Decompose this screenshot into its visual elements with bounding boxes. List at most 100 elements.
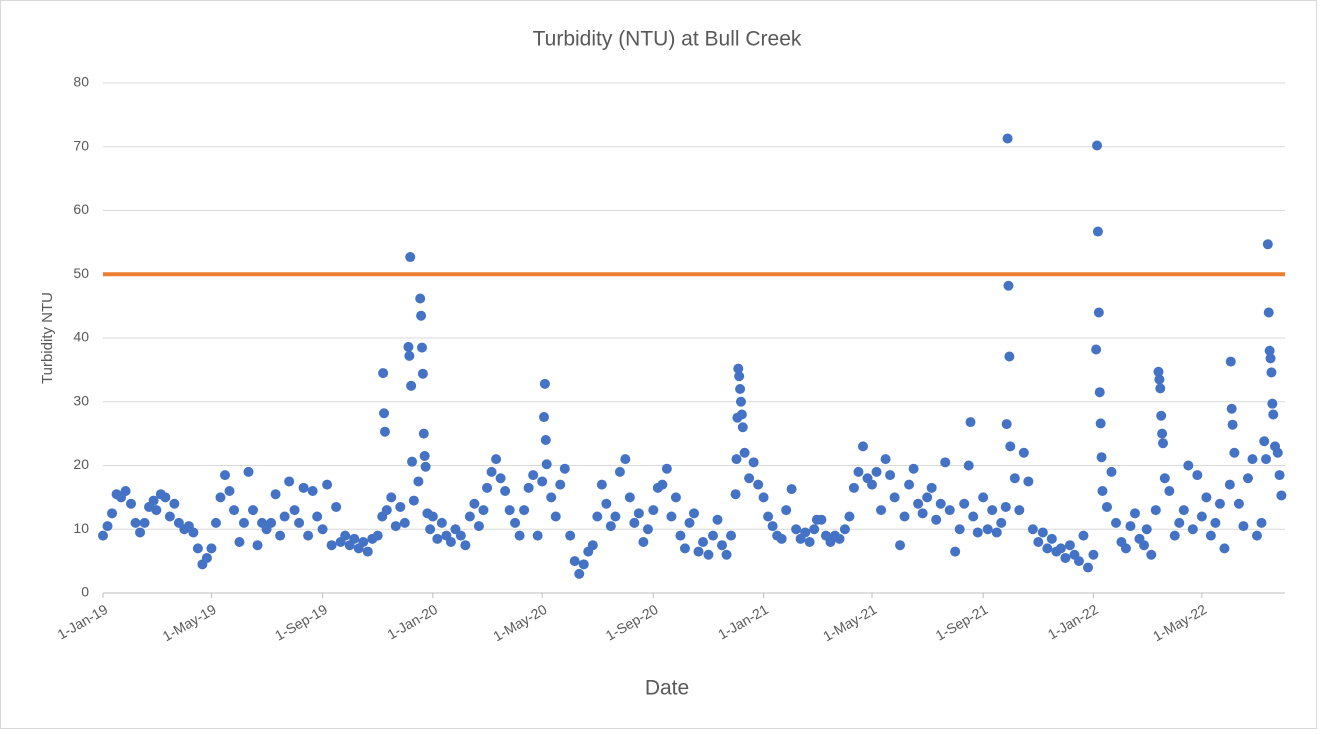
data-point bbox=[538, 412, 549, 423]
data-point bbox=[707, 530, 718, 541]
data-point bbox=[455, 530, 466, 541]
data-point bbox=[413, 476, 424, 487]
data-point bbox=[605, 521, 616, 532]
y-tick-label: 40 bbox=[73, 329, 89, 345]
data-point bbox=[102, 521, 113, 532]
data-point bbox=[889, 492, 900, 503]
data-point bbox=[1158, 438, 1169, 449]
data-point bbox=[312, 511, 323, 522]
data-point bbox=[1000, 501, 1011, 512]
data-point bbox=[1125, 521, 1136, 532]
data-point bbox=[735, 384, 746, 394]
data-point bbox=[853, 466, 864, 477]
data-point bbox=[620, 454, 631, 465]
data-point bbox=[726, 530, 737, 541]
data-point bbox=[809, 524, 820, 535]
data-point bbox=[1037, 527, 1048, 538]
data-point bbox=[1094, 387, 1105, 398]
data-point bbox=[405, 252, 416, 263]
data-point bbox=[839, 524, 850, 535]
data-point bbox=[151, 505, 162, 516]
data-point bbox=[730, 489, 741, 500]
data-point bbox=[425, 524, 436, 535]
data-point bbox=[555, 479, 566, 490]
data-point bbox=[372, 530, 383, 541]
data-point bbox=[991, 527, 1002, 538]
data-point bbox=[1096, 452, 1107, 463]
data-point bbox=[1164, 486, 1175, 496]
data-point bbox=[349, 533, 360, 544]
data-point bbox=[135, 527, 146, 538]
data-point bbox=[120, 486, 131, 496]
data-point bbox=[648, 505, 659, 516]
data-point bbox=[1101, 501, 1112, 512]
data-point bbox=[917, 508, 928, 519]
data-point bbox=[284, 476, 295, 487]
data-point bbox=[307, 486, 318, 496]
data-point bbox=[417, 368, 428, 379]
data-point bbox=[574, 568, 585, 579]
data-point bbox=[362, 546, 373, 557]
x-axis-title: Date bbox=[645, 677, 689, 700]
data-point bbox=[587, 540, 598, 551]
data-point bbox=[871, 466, 882, 477]
data-point bbox=[386, 492, 397, 503]
data-point bbox=[954, 524, 965, 535]
data-point bbox=[229, 505, 240, 516]
data-point bbox=[238, 517, 249, 528]
chart-title: Turbidity (NTU) at Bull Creek bbox=[533, 28, 802, 51]
data-point bbox=[407, 456, 418, 467]
data-point bbox=[731, 454, 742, 465]
data-point bbox=[904, 479, 915, 490]
data-point bbox=[464, 511, 475, 522]
data-point bbox=[1078, 530, 1089, 541]
data-point bbox=[1088, 549, 1099, 560]
data-point bbox=[744, 473, 755, 484]
data-point bbox=[532, 530, 543, 541]
data-point bbox=[657, 479, 668, 490]
data-point bbox=[528, 470, 539, 481]
data-point bbox=[1274, 470, 1285, 481]
data-point bbox=[1247, 454, 1258, 465]
data-point bbox=[1001, 419, 1012, 430]
data-point bbox=[1106, 466, 1117, 477]
data-point bbox=[478, 505, 489, 516]
data-point bbox=[926, 482, 937, 493]
data-point bbox=[126, 498, 137, 509]
data-point bbox=[1272, 447, 1283, 458]
data-point bbox=[1046, 533, 1057, 544]
data-point bbox=[642, 524, 653, 535]
data-point bbox=[689, 508, 699, 519]
data-point bbox=[289, 505, 300, 516]
data-point bbox=[1033, 537, 1044, 547]
data-point bbox=[418, 428, 429, 439]
data-point bbox=[206, 543, 217, 554]
data-point bbox=[675, 530, 686, 541]
data-point bbox=[1251, 530, 1262, 541]
data-point bbox=[298, 482, 309, 493]
data-point bbox=[486, 466, 497, 477]
data-point bbox=[546, 492, 557, 503]
data-point bbox=[390, 521, 401, 532]
data-point bbox=[965, 417, 976, 428]
y-tick-label: 30 bbox=[73, 392, 89, 408]
data-point bbox=[968, 511, 979, 522]
data-point bbox=[510, 517, 521, 528]
data-point bbox=[1157, 428, 1168, 439]
data-point bbox=[1238, 521, 1249, 532]
data-point bbox=[1263, 307, 1274, 318]
data-point bbox=[844, 511, 855, 522]
data-point bbox=[416, 310, 427, 321]
data-point bbox=[679, 543, 690, 554]
data-point bbox=[1214, 498, 1225, 509]
data-point bbox=[541, 459, 552, 470]
data-point bbox=[1196, 511, 1207, 522]
data-point bbox=[1183, 460, 1194, 471]
data-point bbox=[978, 492, 989, 503]
data-point bbox=[935, 498, 946, 509]
data-point bbox=[275, 530, 286, 541]
data-point bbox=[1002, 133, 1013, 144]
data-point bbox=[1139, 540, 1150, 551]
data-point bbox=[753, 479, 764, 490]
